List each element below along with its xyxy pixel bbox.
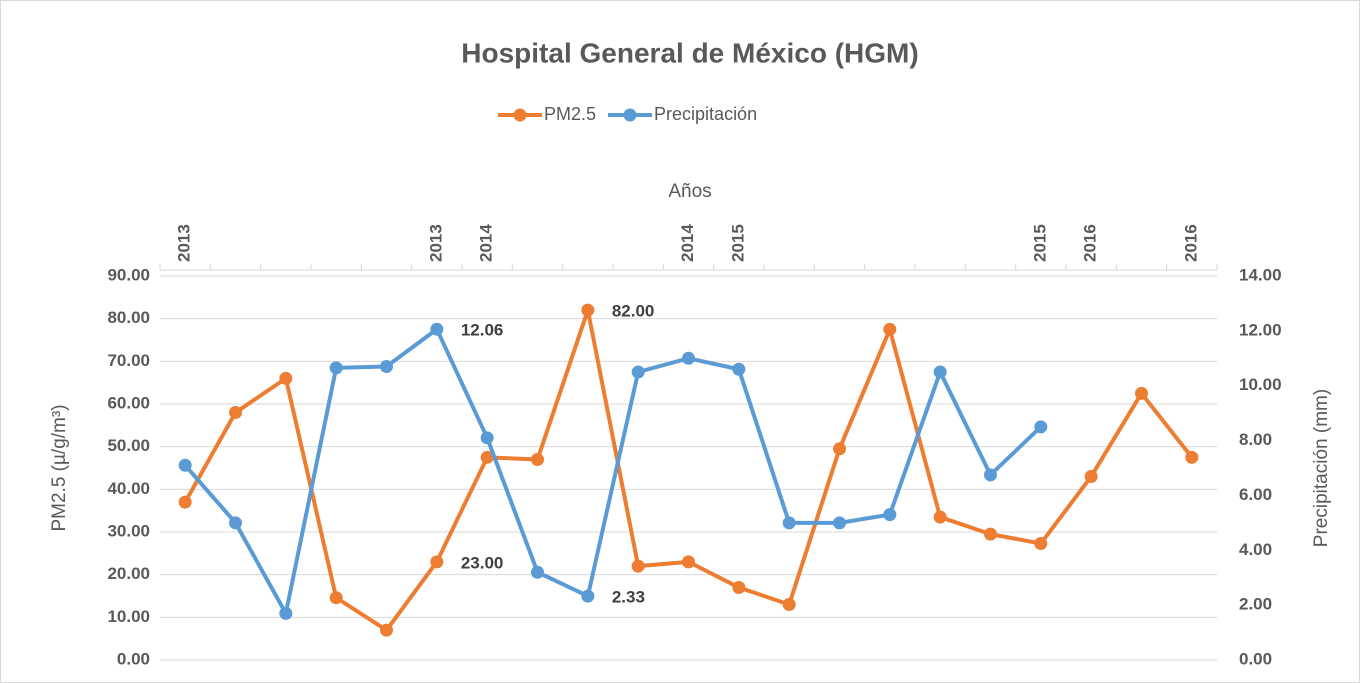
data-point [682, 555, 695, 569]
data-point [883, 322, 897, 336]
data-point [1135, 386, 1148, 400]
legend-marker [513, 108, 527, 122]
data-point [732, 580, 746, 594]
legend-label: Precipitación [654, 104, 757, 124]
series-line [183, 327, 1043, 616]
data-point [1084, 470, 1098, 484]
data-point [380, 623, 393, 637]
y2-tick-label: 14.00 [1239, 265, 1282, 284]
y2-axis-title: Precipitación (mm) [1311, 389, 1332, 547]
data-point [279, 606, 293, 620]
legend-label: PM2.5 [544, 104, 596, 124]
data-point [782, 598, 796, 612]
data-label: 2.33 [612, 588, 645, 607]
data-point [380, 360, 393, 374]
data-point [531, 565, 544, 579]
data-point [178, 458, 192, 472]
data-point [782, 516, 796, 530]
y-tick-label: 80.00 [107, 308, 150, 327]
y2-tick-label: 6.00 [1239, 485, 1272, 504]
data-point [229, 516, 242, 530]
data-point [1034, 537, 1048, 551]
x-tick-label: 2014 [477, 224, 496, 262]
data-point [631, 559, 645, 573]
y-tick-label: 60.00 [107, 393, 150, 412]
y-tick-label: 50.00 [107, 436, 150, 455]
data-point [279, 371, 293, 385]
data-point [1185, 450, 1199, 464]
data-point [480, 450, 494, 464]
data-point [178, 495, 192, 509]
y2-tick-label: 8.00 [1239, 430, 1272, 449]
y-tick-label: 40.00 [107, 479, 150, 498]
data-point [833, 516, 846, 530]
data-point [883, 508, 897, 522]
x-tick-label: 2013 [175, 224, 194, 262]
y-tick-label: 90.00 [107, 265, 150, 284]
data-point [682, 351, 695, 365]
y2-tick-label: 0.00 [1239, 649, 1272, 668]
data-point [229, 406, 242, 420]
data-label: 82.00 [612, 302, 655, 321]
data-label: 23.00 [461, 553, 504, 572]
data-point [631, 365, 645, 379]
y2-tick-label: 10.00 [1239, 375, 1282, 394]
y-tick-label: 20.00 [107, 564, 150, 583]
data-point [984, 527, 997, 541]
y2-tick-label: 12.00 [1239, 320, 1282, 339]
y-axis-title: PM2.5 (µ/g/m³) [49, 404, 70, 531]
x-tick-label: 2013 [426, 224, 445, 262]
x-tick-label: 2015 [728, 224, 747, 262]
data-point [933, 510, 947, 524]
data-point [430, 322, 444, 336]
y-tick-label: 0.00 [117, 649, 150, 668]
data-point [833, 442, 846, 456]
data-point [430, 555, 444, 569]
y2-tick-label: 4.00 [1239, 540, 1272, 559]
data-point [531, 452, 544, 466]
x-tick-label: 2016 [1081, 224, 1100, 262]
data-point [1034, 420, 1048, 434]
y2-tick-label: 2.00 [1239, 595, 1272, 614]
data-point [480, 431, 494, 445]
data-point [984, 468, 997, 482]
data-point [581, 303, 595, 317]
data-point [329, 361, 343, 375]
legend-marker [623, 108, 637, 122]
data-label: 12.06 [461, 321, 504, 340]
x-tick-label: 2015 [1030, 224, 1049, 262]
y-tick-label: 70.00 [107, 351, 150, 370]
chart-title: Hospital General de México (HGM) [461, 37, 918, 68]
data-point [329, 591, 343, 605]
x-tick-label: 2016 [1181, 224, 1200, 262]
data-point [581, 589, 595, 603]
data-point [933, 365, 947, 379]
data-point [732, 362, 746, 376]
x-axis-title: Años [668, 181, 711, 202]
x-tick-label: 2014 [678, 224, 697, 262]
y-tick-label: 10.00 [107, 607, 150, 626]
y-tick-label: 30.00 [107, 521, 150, 540]
